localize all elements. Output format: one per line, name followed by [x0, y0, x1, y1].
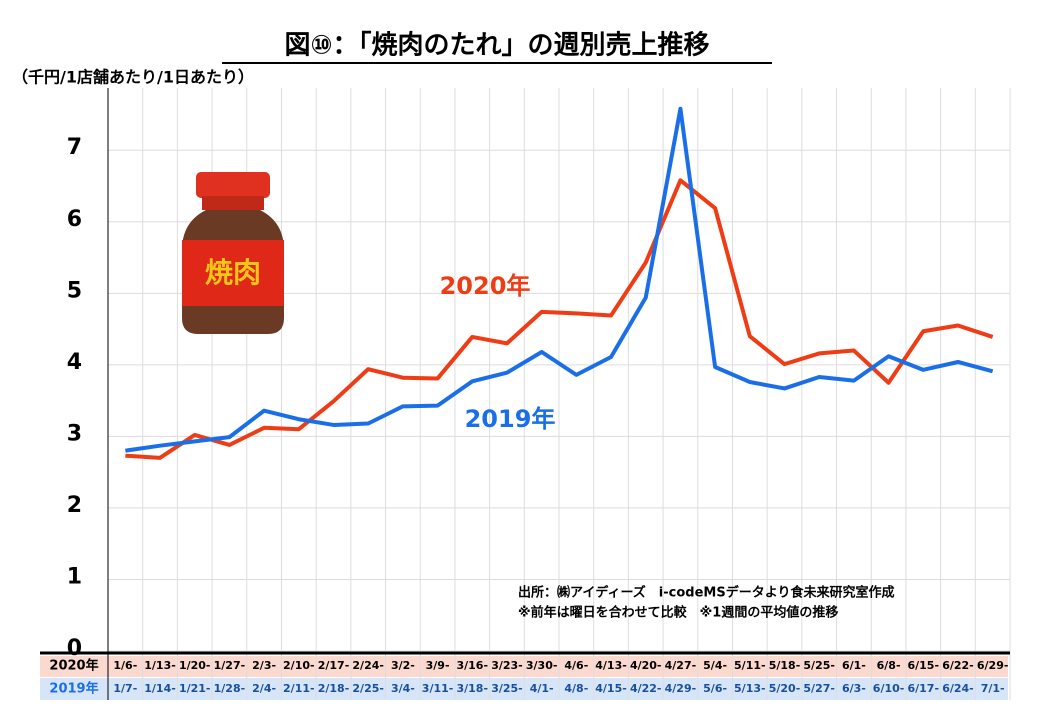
x-tick-label: 5/20-: [769, 682, 801, 695]
x-tick-label: 5/25-: [803, 659, 835, 672]
x-tick-label: 1/20-: [179, 659, 211, 672]
y-tick-label: 2: [67, 493, 82, 518]
bottle: 焼肉: [182, 172, 284, 334]
series-line: [125, 178, 994, 460]
x-tick-label: 6/17-: [907, 682, 939, 695]
x-tick-label: 7/1-: [981, 682, 1005, 695]
x-tick-label: 1/6-: [113, 659, 137, 672]
x-tick-label: 1/14-: [144, 682, 176, 695]
x-tick-label: 4/27-: [665, 659, 697, 672]
x-tick-label: 4/22-: [630, 682, 662, 695]
x-tick-label: 5/27-: [803, 682, 835, 695]
series-line: [125, 106, 994, 453]
x-tick-label: 1/7-: [113, 682, 137, 695]
x-tick-label: 6/10-: [873, 682, 905, 695]
x-tick-label: 6/3-: [842, 682, 866, 695]
x-tick-label: 4/6-: [564, 659, 588, 672]
x-tick-label: 1/27-: [214, 659, 246, 672]
x-tick-label: 4/15-: [595, 682, 627, 695]
x-tick-label: 5/6-: [703, 682, 727, 695]
x-tick-label: 1/13-: [144, 659, 176, 672]
row-label: 2020年: [49, 658, 98, 674]
source-note: 出所：㈱アイディーズ i-codeMSデータより食未来研究室作成: [518, 585, 894, 601]
x-tick-label: 1/28-: [214, 682, 246, 695]
row-label: 2019年: [49, 681, 98, 697]
x-tick-label: 4/8-: [564, 682, 588, 695]
x-tick-label: 3/18-: [456, 682, 488, 695]
x-tick-label: 4/29-: [665, 682, 697, 695]
x-tick-label: 2/17-: [318, 659, 350, 672]
x-tick-label: 4/1-: [530, 682, 554, 695]
x-tick-label: 2/18-: [318, 682, 350, 695]
x-tick-label: 2/25-: [352, 682, 384, 695]
y-axis-label: （千円/1店舗あたり/1日あたり）: [12, 68, 254, 87]
series-label: 2020年: [440, 272, 531, 300]
x-tick-label: 2/11-: [283, 682, 315, 695]
x-tick-label: 3/25-: [491, 682, 523, 695]
bottle-label: 焼肉: [205, 256, 261, 289]
y-tick-label: 0: [67, 636, 82, 661]
y-tick-label: 7: [67, 135, 82, 160]
y-tick-label: 4: [67, 350, 82, 375]
x-tick-label: 2/4-: [252, 682, 276, 695]
x-tick-label: 6/8-: [877, 659, 901, 672]
series-label: 2019年: [465, 405, 556, 433]
x-tick-label: 3/2-: [391, 659, 415, 672]
x-tick-label: 6/24-: [942, 682, 974, 695]
x-tick-label: 6/22-: [942, 659, 974, 672]
x-tick-label: 2/24-: [352, 659, 384, 672]
x-tick-label: 3/30-: [526, 659, 558, 672]
y-tick-label: 3: [67, 421, 82, 446]
x-tick-label: 5/18-: [769, 659, 801, 672]
x-tick-label: 3/9-: [426, 659, 450, 672]
x-tick-label: 3/4-: [391, 682, 415, 695]
x-tick-label: 3/23-: [491, 659, 523, 672]
y-tick-label: 1: [67, 564, 82, 589]
x-tick-label: 5/4-: [703, 659, 727, 672]
x-tick-label: 6/29-: [977, 659, 1009, 672]
x-tick-label: 3/11-: [422, 682, 454, 695]
x-tick-label: 3/16-: [456, 659, 488, 672]
x-tick-label: 4/13-: [595, 659, 627, 672]
y-tick-label: 5: [67, 278, 82, 303]
chart-title: 図⑩：「焼肉のたれ」の週別売上推移: [284, 30, 709, 61]
source-note: ※前年は曜日を合わせて比較 ※1週間の平均値の推移: [518, 605, 838, 621]
x-tick-label: 6/1-: [842, 659, 866, 672]
x-tick-label: 5/11-: [734, 659, 766, 672]
x-tick-label: 5/13-: [734, 682, 766, 695]
x-tick-label: 2/3-: [252, 659, 276, 672]
y-tick-label: 6: [67, 207, 82, 232]
x-tick-label: 1/21-: [179, 682, 211, 695]
x-tick-label: 2/10-: [283, 659, 315, 672]
x-tick-label: 6/15-: [907, 659, 939, 672]
x-tick-label: 4/20-: [630, 659, 662, 672]
